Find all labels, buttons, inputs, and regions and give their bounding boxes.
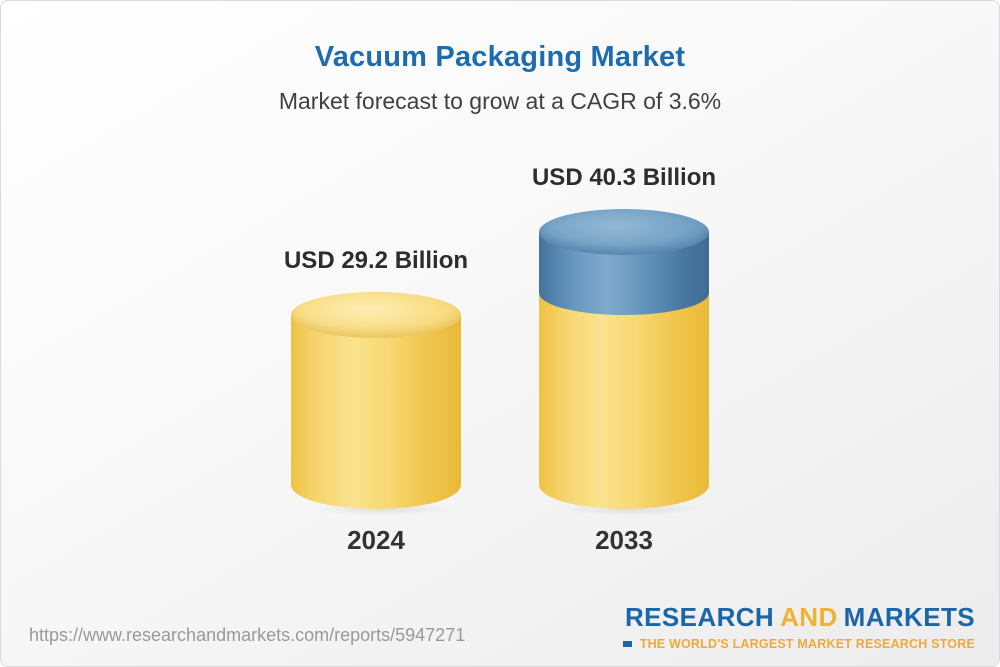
bar-2024: USD 29.2 Billion 2024 [284,247,475,555]
bar-2033-base-segment [539,295,709,509]
brand-tagline: THE WORLD'S LARGEST MARKET RESEARCH STOR… [639,637,975,651]
category-label-2033: 2033 [595,525,653,555]
source-url: https://www.researchandmarkets.com/repor… [29,625,466,645]
tagline-rule [623,641,632,647]
value-label-2024: USD 29.2 Billion [283,247,469,274]
brand-logo: RESEARCH AND MARKETS THE WORLD'S LARGEST M… [623,602,975,651]
brand-word-markets: MARKETS [843,602,975,632]
chart-title: Vacuum Packaging Market [314,41,686,73]
bar-2024-body [291,315,461,509]
chart-subtitle: Market forecast to grow at a CAGR of 3.6… [278,88,722,114]
brand-word-and: AND [780,602,838,632]
bar-2033-top-cap [539,209,709,255]
value-label-2033: USD 40.3 Billion [531,164,717,191]
category-label-2024: 2024 [347,525,405,555]
brand-word-research: RESEARCH [625,602,775,632]
brand-wordmark: RESEARCH AND MARKETS [623,602,975,633]
bar-2033: USD 40.3 Billion 2033 [532,164,723,555]
bar-2024-top-cap [291,292,461,338]
brand-tagline-row: THE WORLD'S LARGEST MARKET RESEARCH STOR… [623,637,975,651]
